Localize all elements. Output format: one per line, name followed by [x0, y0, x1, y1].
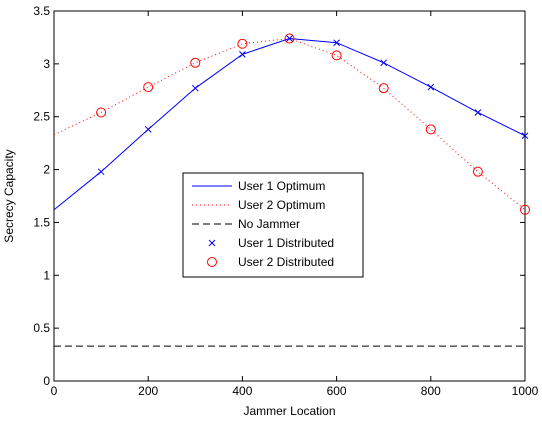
y-tick-label: 2.5	[33, 110, 50, 124]
x-marker-stroke	[427, 83, 435, 91]
data-point-x-marker	[521, 132, 529, 140]
data-point-circle-marker	[378, 83, 389, 94]
x-marker-stroke	[286, 35, 293, 42]
series-layer	[53, 33, 530, 347]
data-point-circle-marker	[237, 38, 248, 49]
axis-ticks: 0 200 400 600 800 1000 0 0.5 1 1.5 2 2.5 3 3.5	[33, 4, 538, 398]
y-tick-label: 1.5	[33, 215, 50, 229]
data-point-circle-marker	[284, 33, 295, 44]
x-axis-label: Jammer Location	[243, 404, 335, 418]
data-point-x-marker	[427, 83, 435, 91]
data-point-circle-marker	[190, 57, 201, 68]
x-tick-label: 800	[421, 384, 441, 398]
legend-box	[182, 172, 364, 278]
data-point-circle-marker	[425, 124, 436, 135]
data-point-x-marker	[380, 59, 388, 67]
legend-label: User 1 Distributed	[238, 236, 334, 250]
y-tick-label: 3.5	[33, 4, 50, 18]
legend-label: User 2 Optimum	[238, 198, 325, 212]
legend-label: No Jammer	[238, 217, 300, 231]
y-tick-label: 2	[43, 163, 50, 177]
y-axis-label: Secrecy Capacity	[2, 149, 16, 242]
x-marker-stroke	[474, 109, 482, 116]
data-point-circle-marker	[331, 50, 342, 61]
x-tick-label: 200	[138, 384, 158, 398]
data-point-x-marker	[191, 84, 199, 92]
x-marker-stroke	[97, 168, 105, 176]
x-marker-stroke	[239, 50, 246, 58]
data-point-circle-marker	[143, 82, 154, 93]
y-tick-label: 0.5	[33, 321, 50, 335]
legend-label: User 1 Optimum	[238, 179, 325, 193]
data-point-x-marker	[333, 39, 340, 47]
x-tick-label: 400	[232, 384, 252, 398]
legend: User 1 Optimum User 2 Optimum No Jammer Use…	[182, 172, 364, 278]
y-tick-label: 0	[43, 374, 50, 388]
data-point-x-marker	[239, 50, 246, 58]
x-marker-stroke	[208, 239, 216, 247]
y-tick-label: 3	[43, 57, 50, 71]
legend-label: User 2 Distributed	[238, 255, 334, 269]
data-point-circle-marker	[472, 166, 483, 177]
data-point-circle-marker	[520, 204, 530, 215]
x-marker-stroke	[191, 84, 199, 92]
data-point-x-marker	[144, 126, 152, 133]
data-point-x-marker	[286, 35, 293, 42]
x-marker-stroke	[521, 132, 529, 140]
x-marker-stroke	[144, 126, 152, 133]
data-point-x-marker	[474, 109, 482, 116]
data-point-circle-marker	[96, 107, 107, 118]
data-point-x-marker	[97, 168, 105, 176]
x-marker-stroke	[333, 39, 340, 47]
x-tick-label: 600	[327, 384, 347, 398]
x-tick-label: 1000	[512, 384, 539, 398]
legend-x-marker	[208, 239, 216, 247]
y-tick-label: 1	[43, 268, 50, 282]
legend-circle-marker	[207, 257, 217, 267]
x-tick-label: 0	[51, 384, 58, 398]
x-marker-stroke	[380, 59, 388, 67]
